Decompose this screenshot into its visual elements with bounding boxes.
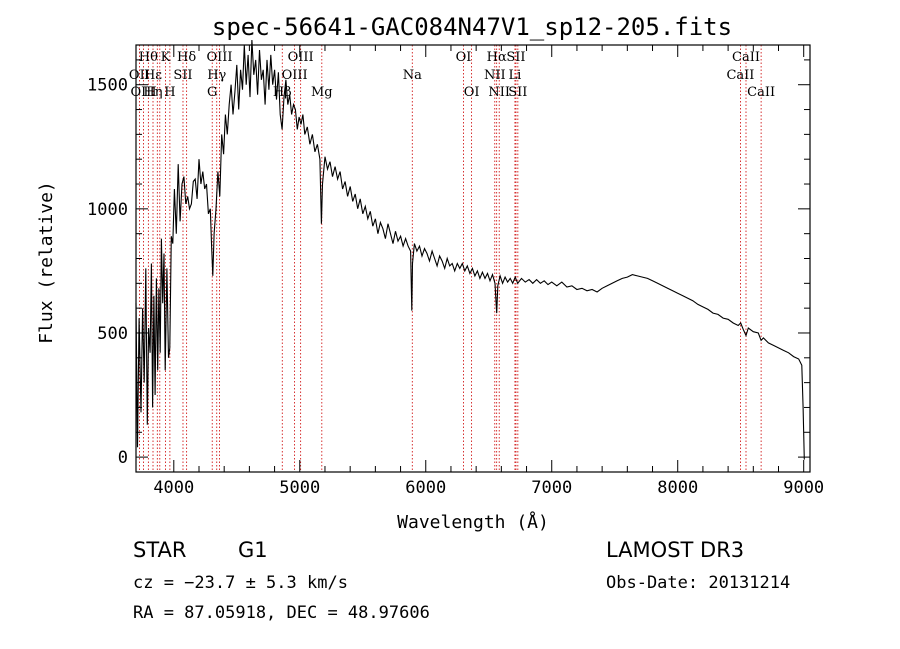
line-label: NII <box>484 68 506 83</box>
chart-title: spec-56641-GAC084N47V1_sp12-205.fits <box>212 13 732 41</box>
line-label: NII <box>488 85 510 100</box>
line-label: CaII <box>732 50 760 65</box>
plot-frame <box>135 44 811 473</box>
y-tick-label: 1500 <box>87 76 128 96</box>
line-label: Hη <box>143 85 162 100</box>
y-tick-label: 500 <box>97 324 128 344</box>
object-subclass: G1 <box>238 538 268 562</box>
x-axis-label: Wavelength (Å) <box>397 511 549 533</box>
line-label: H <box>164 85 175 100</box>
line-label: OIII <box>131 85 157 100</box>
spectrum-series-line <box>135 39 805 460</box>
line-label: Mg <box>311 85 333 100</box>
line-label: Hθ <box>139 50 158 65</box>
x-tick-label: 6000 <box>405 478 446 498</box>
line-label: SII <box>173 68 192 83</box>
line-label: Hα <box>487 50 507 65</box>
y-tick-label: 0 <box>118 448 128 468</box>
x-tick-label: 5000 <box>279 478 320 498</box>
line-label: OI <box>464 85 480 100</box>
y-tick-label: 1000 <box>87 200 128 220</box>
line-label: SII <box>506 50 525 65</box>
line-label: Hε <box>144 68 162 83</box>
line-label: OIII <box>282 68 308 83</box>
line-label: Hδ <box>177 50 196 65</box>
redshift-text: cz = −23.7 ± 5.3 km/s <box>133 573 348 593</box>
obs-date: Obs-Date: 20131214 <box>606 573 791 593</box>
line-label: OII <box>129 68 150 83</box>
survey-name: LAMOST DR3 <box>606 538 745 562</box>
x-tick-label: 9000 <box>783 478 824 498</box>
coordinates: RA = 87.05918, DEC = 48.97606 <box>133 603 430 623</box>
line-label: OIII <box>206 50 232 65</box>
x-tick-label: 7000 <box>531 478 572 498</box>
line-label: Hγ <box>207 68 226 83</box>
line-label: CaII <box>747 85 775 100</box>
axis-ticks: 4000 5000 6000 7000 8000 9000 0 500 1000 1500 <box>87 45 824 498</box>
line-label: G <box>207 85 217 100</box>
x-tick-label: 8000 <box>657 478 698 498</box>
y-axis-label: Flux (relative) <box>36 181 57 344</box>
x-tick-label: 4000 <box>153 478 194 498</box>
line-label: OI <box>456 50 472 65</box>
line-label: CaII <box>726 68 754 83</box>
object-class: STAR <box>133 538 187 562</box>
line-label: K <box>161 50 171 65</box>
line-label: SII <box>508 85 527 100</box>
line-label: Li <box>509 68 522 83</box>
line-label: Na <box>403 68 422 83</box>
line-label: OIII <box>288 50 314 65</box>
